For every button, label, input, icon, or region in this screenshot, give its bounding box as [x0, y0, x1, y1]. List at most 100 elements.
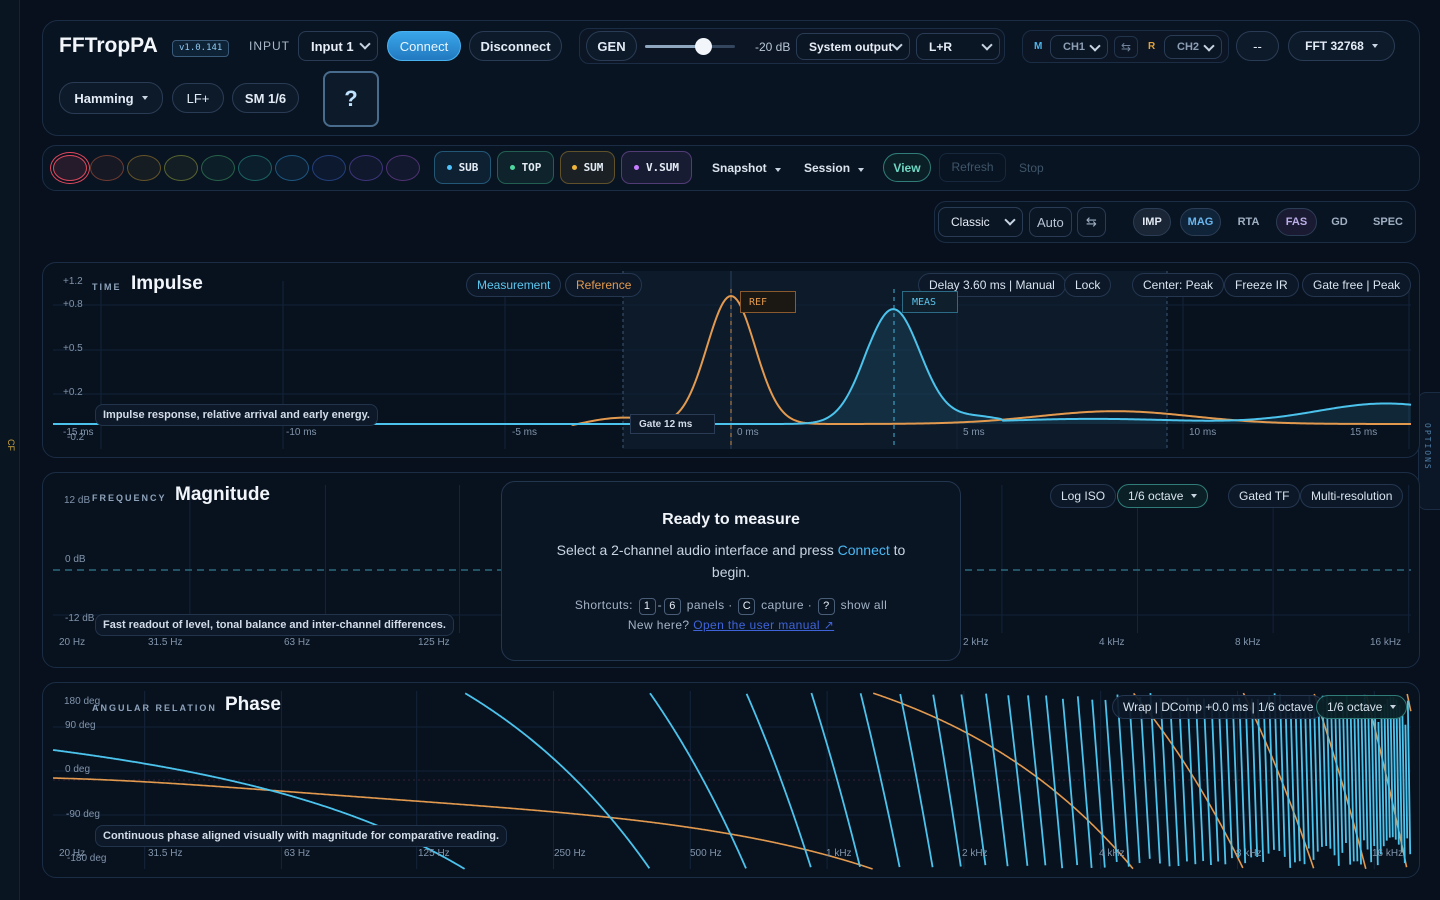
- phase-y-tick-label: -90 deg: [66, 809, 100, 820]
- reference-channel-select[interactable]: CH2: [1164, 35, 1222, 59]
- output-select[interactable]: System output: [796, 33, 910, 60]
- magnitude-y-tick-label: 0 dB: [65, 554, 86, 565]
- measurement-channel-label: M: [1034, 41, 1043, 52]
- phase-x-tick-label: 125 Hz: [418, 848, 450, 859]
- memory-slot[interactable]: [349, 155, 383, 181]
- connect-button[interactable]: Connect: [387, 31, 461, 61]
- memory-slot[interactable]: [127, 155, 161, 181]
- window-function-button[interactable]: Hamming: [59, 82, 163, 114]
- help-button[interactable]: ?: [323, 71, 379, 127]
- gated-tf-button[interactable]: Gated TF: [1228, 484, 1301, 508]
- phase-x-tick-label: 8 kHz: [1236, 848, 1262, 859]
- impulse-hint: Impulse response, relative arrival and e…: [95, 404, 378, 426]
- gate-length-label[interactable]: Gate 12 ms: [630, 414, 715, 434]
- multi-resolution-button[interactable]: Multi-resolution: [1300, 484, 1404, 508]
- status-readout-button[interactable]: --: [1236, 31, 1279, 61]
- magnitude-y-tick-label: -12 dB: [65, 613, 95, 624]
- stop-button[interactable]: Stop: [1019, 161, 1044, 175]
- snapshot-menu[interactable]: Snapshot: [712, 161, 781, 175]
- magnitude-x-tick-label: 8 kHz: [1235, 637, 1261, 648]
- impulse-panel: [42, 262, 1420, 458]
- legend-measurement[interactable]: Measurement: [466, 273, 562, 297]
- tab-fas[interactable]: FAS: [1276, 208, 1317, 236]
- ref-marker: REF: [740, 291, 796, 313]
- magnitude-x-tick-label: 2 kHz: [963, 637, 989, 648]
- input-select[interactable]: Input 1: [298, 31, 378, 61]
- left-edge-rail: CF: [0, 0, 20, 900]
- ready-body: Select a 2-channel audio interface and p…: [556, 542, 906, 580]
- status-dot-icon: [509, 165, 515, 170]
- key-1: 1: [638, 598, 656, 615]
- slider-thumb[interactable]: [694, 38, 712, 55]
- memory-slot[interactable]: [53, 155, 87, 181]
- trace-group-top[interactable]: TOP: [497, 151, 554, 184]
- log-iso-button[interactable]: Log ISO: [1050, 484, 1117, 508]
- caret-down-icon: [141, 96, 148, 100]
- phase-wrap-button[interactable]: Wrap | DComp +0.0 ms | 1/6 octave: [1112, 695, 1325, 719]
- memory-slot[interactable]: [238, 155, 272, 181]
- memory-slot[interactable]: [90, 155, 124, 181]
- left-edge-label: CF: [6, 439, 16, 451]
- memory-slot[interactable]: [164, 155, 198, 181]
- trace-group-sum[interactable]: SUM: [560, 151, 615, 184]
- tab-mag[interactable]: MAG: [1180, 208, 1221, 236]
- phase-x-tick-label: 20 Hz: [59, 848, 86, 859]
- impulse-y-tick-label: +0.5: [63, 343, 83, 354]
- impulse-x-tick-label: -5 ms: [512, 427, 537, 438]
- magnitude-x-tick-label: 20 Hz: [59, 637, 86, 648]
- lock-button[interactable]: Lock: [1064, 273, 1112, 297]
- measurement-channel-select[interactable]: CH1: [1050, 35, 1108, 59]
- smoothing-button[interactable]: SM 1/6: [232, 83, 299, 113]
- magnitude-hint: Fast readout of level, tonal balance and…: [95, 614, 454, 636]
- user-manual-link[interactable]: Open the user manual ↗: [693, 618, 835, 632]
- magnitude-x-tick-label: 125 Hz: [418, 637, 450, 648]
- trace-group-vsum[interactable]: V.SUM: [621, 151, 692, 184]
- phase-octave-select[interactable]: 1/6 octave: [1316, 695, 1408, 719]
- chevron-down-icon: [1203, 40, 1215, 52]
- phase-y-tick-label: 180 deg: [64, 696, 101, 707]
- meas-marker: MEAS: [902, 291, 958, 313]
- impulse-y-tick-label: -0.2: [67, 432, 85, 443]
- center-mode-button[interactable]: Center: Peak: [1132, 273, 1225, 297]
- caret-down-icon: [774, 168, 781, 172]
- memory-slot[interactable]: [201, 155, 235, 181]
- phase-x-tick-label: 250 Hz: [554, 848, 586, 859]
- gate-mode-button[interactable]: Gate free | Peak: [1302, 273, 1412, 297]
- phase-y-tick-label: -180 deg: [67, 853, 107, 864]
- connect-link[interactable]: Connect: [837, 542, 890, 558]
- trace-group-sub[interactable]: SUB: [434, 151, 491, 184]
- tab-imp[interactable]: IMP: [1133, 208, 1171, 236]
- magnitude-y-tick-label: 12 dB: [64, 495, 91, 506]
- tab-rta[interactable]: RTA: [1237, 216, 1260, 228]
- key-c: C: [738, 598, 756, 615]
- generator-level-slider[interactable]: [645, 38, 735, 55]
- session-menu[interactable]: Session: [804, 161, 865, 175]
- slider-fill: [645, 45, 703, 48]
- octave-select[interactable]: 1/6 octave: [1117, 484, 1209, 508]
- tab-gd[interactable]: GD: [1331, 216, 1348, 228]
- legend-reference[interactable]: Reference: [565, 273, 643, 297]
- options-drawer-tab[interactable]: OPTIONS: [1418, 392, 1440, 510]
- lf-boost-button[interactable]: LF+: [172, 83, 224, 113]
- layout-select[interactable]: Classic: [938, 207, 1023, 237]
- memory-slot[interactable]: [312, 155, 346, 181]
- memory-slot[interactable]: [386, 155, 420, 181]
- auto-scale-button[interactable]: Auto: [1029, 207, 1072, 237]
- refresh-button[interactable]: Refresh: [939, 153, 1006, 182]
- phase-x-tick-label: 63 Hz: [284, 848, 311, 859]
- memory-slot[interactable]: [275, 155, 309, 181]
- tab-spec[interactable]: SPEC: [1373, 216, 1403, 228]
- phase-x-tick-label: 16 kHz: [1372, 848, 1404, 859]
- impulse-eyebrow: TIME: [92, 282, 122, 292]
- view-button[interactable]: View: [883, 153, 931, 182]
- freeze-ir-button[interactable]: Freeze IR: [1224, 273, 1299, 297]
- swap-channels-icon[interactable]: ⇆: [1114, 36, 1138, 58]
- impulse-x-tick-label: 5 ms: [963, 427, 985, 438]
- status-dot-icon: [633, 165, 639, 170]
- fft-size-button[interactable]: FFT 32768: [1288, 31, 1395, 61]
- disconnect-button[interactable]: Disconnect: [469, 31, 562, 61]
- status-dot-icon: [446, 165, 452, 170]
- channel-mode-select[interactable]: L+R: [916, 33, 1000, 60]
- swap-view-icon[interactable]: ⇆: [1077, 207, 1106, 237]
- generator-button[interactable]: GEN: [586, 31, 637, 61]
